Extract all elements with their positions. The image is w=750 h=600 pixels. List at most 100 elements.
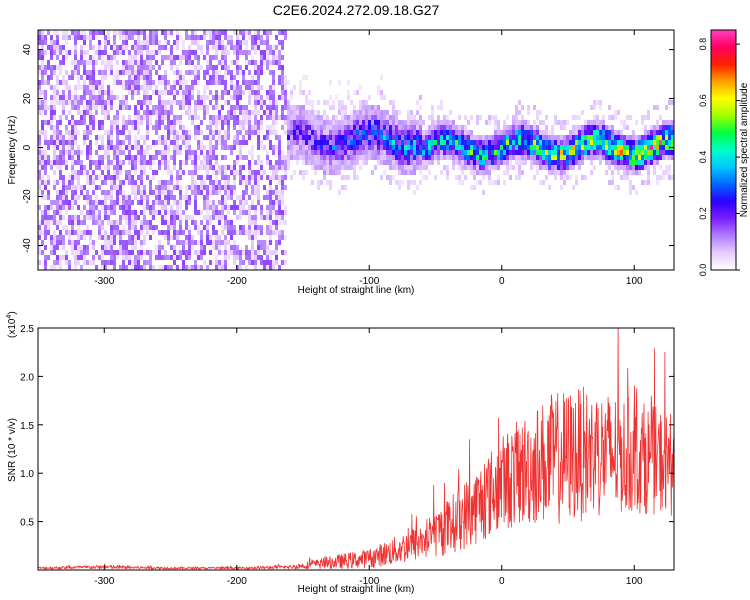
heatmap-cell [671, 120, 674, 125]
heatmap-cell [530, 135, 533, 140]
heatmap-cell [257, 90, 260, 95]
heatmap-cell [98, 125, 101, 130]
heatmap-cell [554, 170, 557, 175]
heatmap-cell [509, 155, 512, 160]
heatmap-cell [260, 255, 263, 260]
heatmap-cell [482, 150, 485, 155]
heatmap-cell [77, 250, 80, 255]
heatmap-cell [470, 160, 473, 165]
heatmap-cell [77, 185, 80, 190]
heatmap-cell [488, 165, 491, 170]
heatmap-cell [140, 30, 143, 35]
heatmap-cell [623, 170, 626, 175]
heatmap-cell [77, 215, 80, 220]
heatmap-cell [233, 115, 236, 120]
heatmap-cell [179, 125, 182, 130]
heatmap-cell [206, 235, 209, 240]
heatmap-cell [146, 205, 149, 210]
heatmap-cell [566, 155, 569, 160]
heatmap-cell [329, 170, 332, 175]
heatmap-cell [197, 65, 200, 70]
heatmap-cell [248, 85, 251, 90]
heatmap-cell [104, 35, 107, 40]
heatmap-cell [95, 195, 98, 200]
heatmap-cell [170, 195, 173, 200]
heatmap-cell [104, 250, 107, 255]
heatmap-cell [50, 40, 53, 45]
heatmap-cell [602, 150, 605, 155]
heatmap-cell [164, 90, 167, 95]
heatmap-cell [290, 130, 293, 135]
heatmap-cell [290, 110, 293, 115]
heatmap-cell [104, 145, 107, 150]
heatmap-cell [74, 265, 77, 270]
heatmap-cell [260, 260, 263, 265]
heatmap-cell [560, 185, 563, 190]
heatmap-cell [653, 130, 656, 135]
heatmap-cell [140, 185, 143, 190]
heatmap-cell [191, 215, 194, 220]
heatmap-cell [617, 155, 620, 160]
heatmap-cell [305, 110, 308, 115]
heatmap-cell [572, 150, 575, 155]
heatmap-cell [419, 125, 422, 130]
heatmap-cell [89, 195, 92, 200]
heatmap-cell [641, 135, 644, 140]
heatmap-cell [218, 40, 221, 45]
heatmap-cell [224, 80, 227, 85]
heatmap-cell [194, 50, 197, 55]
heatmap-cell [125, 70, 128, 75]
heatmap-cell [86, 190, 89, 195]
heatmap-cell [116, 45, 119, 50]
heatmap-cell [338, 110, 341, 115]
heatmap-cell [329, 165, 332, 170]
heatmap-cell [53, 65, 56, 70]
heatmap-cell [260, 50, 263, 55]
heatmap-cell [584, 130, 587, 135]
heatmap-cell [224, 200, 227, 205]
heatmap-cell [254, 130, 257, 135]
heatmap-cell [155, 170, 158, 175]
heatmap-cell [401, 165, 404, 170]
heatmap-cell [152, 50, 155, 55]
heatmap-cell [38, 35, 41, 40]
heatmap-cell [389, 155, 392, 160]
heatmap-cell [140, 250, 143, 255]
heatmap-cell [395, 125, 398, 130]
heatmap-cell [332, 145, 335, 150]
heatmap-cell [278, 175, 281, 180]
heatmap-cell [239, 65, 242, 70]
heatmap-cell [578, 130, 581, 135]
heatmap-cell [602, 145, 605, 150]
heatmap-cell [404, 120, 407, 125]
heatmap-cell [131, 180, 134, 185]
heatmap-cell [542, 155, 545, 160]
heatmap-cell [377, 85, 380, 90]
heatmap-cell [260, 105, 263, 110]
heatmap-cell [155, 150, 158, 155]
heatmap-cell [125, 135, 128, 140]
heatmap-cell [278, 115, 281, 120]
heatmap-cell [161, 55, 164, 60]
heatmap-cell [146, 105, 149, 110]
heatmap-cell [146, 90, 149, 95]
heatmap-cell [554, 150, 557, 155]
heatmap-cell [305, 155, 308, 160]
heatmap-cell [200, 180, 203, 185]
heatmap-cell [344, 115, 347, 120]
heatmap-cell [641, 115, 644, 120]
heatmap-cell [74, 70, 77, 75]
heatmap-cell [347, 115, 350, 120]
heatmap-cell [239, 210, 242, 215]
heatmap-cell [56, 80, 59, 85]
heatmap-cell [443, 150, 446, 155]
heatmap-cell [71, 205, 74, 210]
heatmap-cell [167, 80, 170, 85]
heatmap-cell [596, 130, 599, 135]
heatmap-cell [44, 220, 47, 225]
heatmap-cell [503, 120, 506, 125]
heatmap-cell [155, 210, 158, 215]
heatmap-cell [221, 40, 224, 45]
heatmap-cell [233, 45, 236, 50]
heatmap-cell [218, 200, 221, 205]
